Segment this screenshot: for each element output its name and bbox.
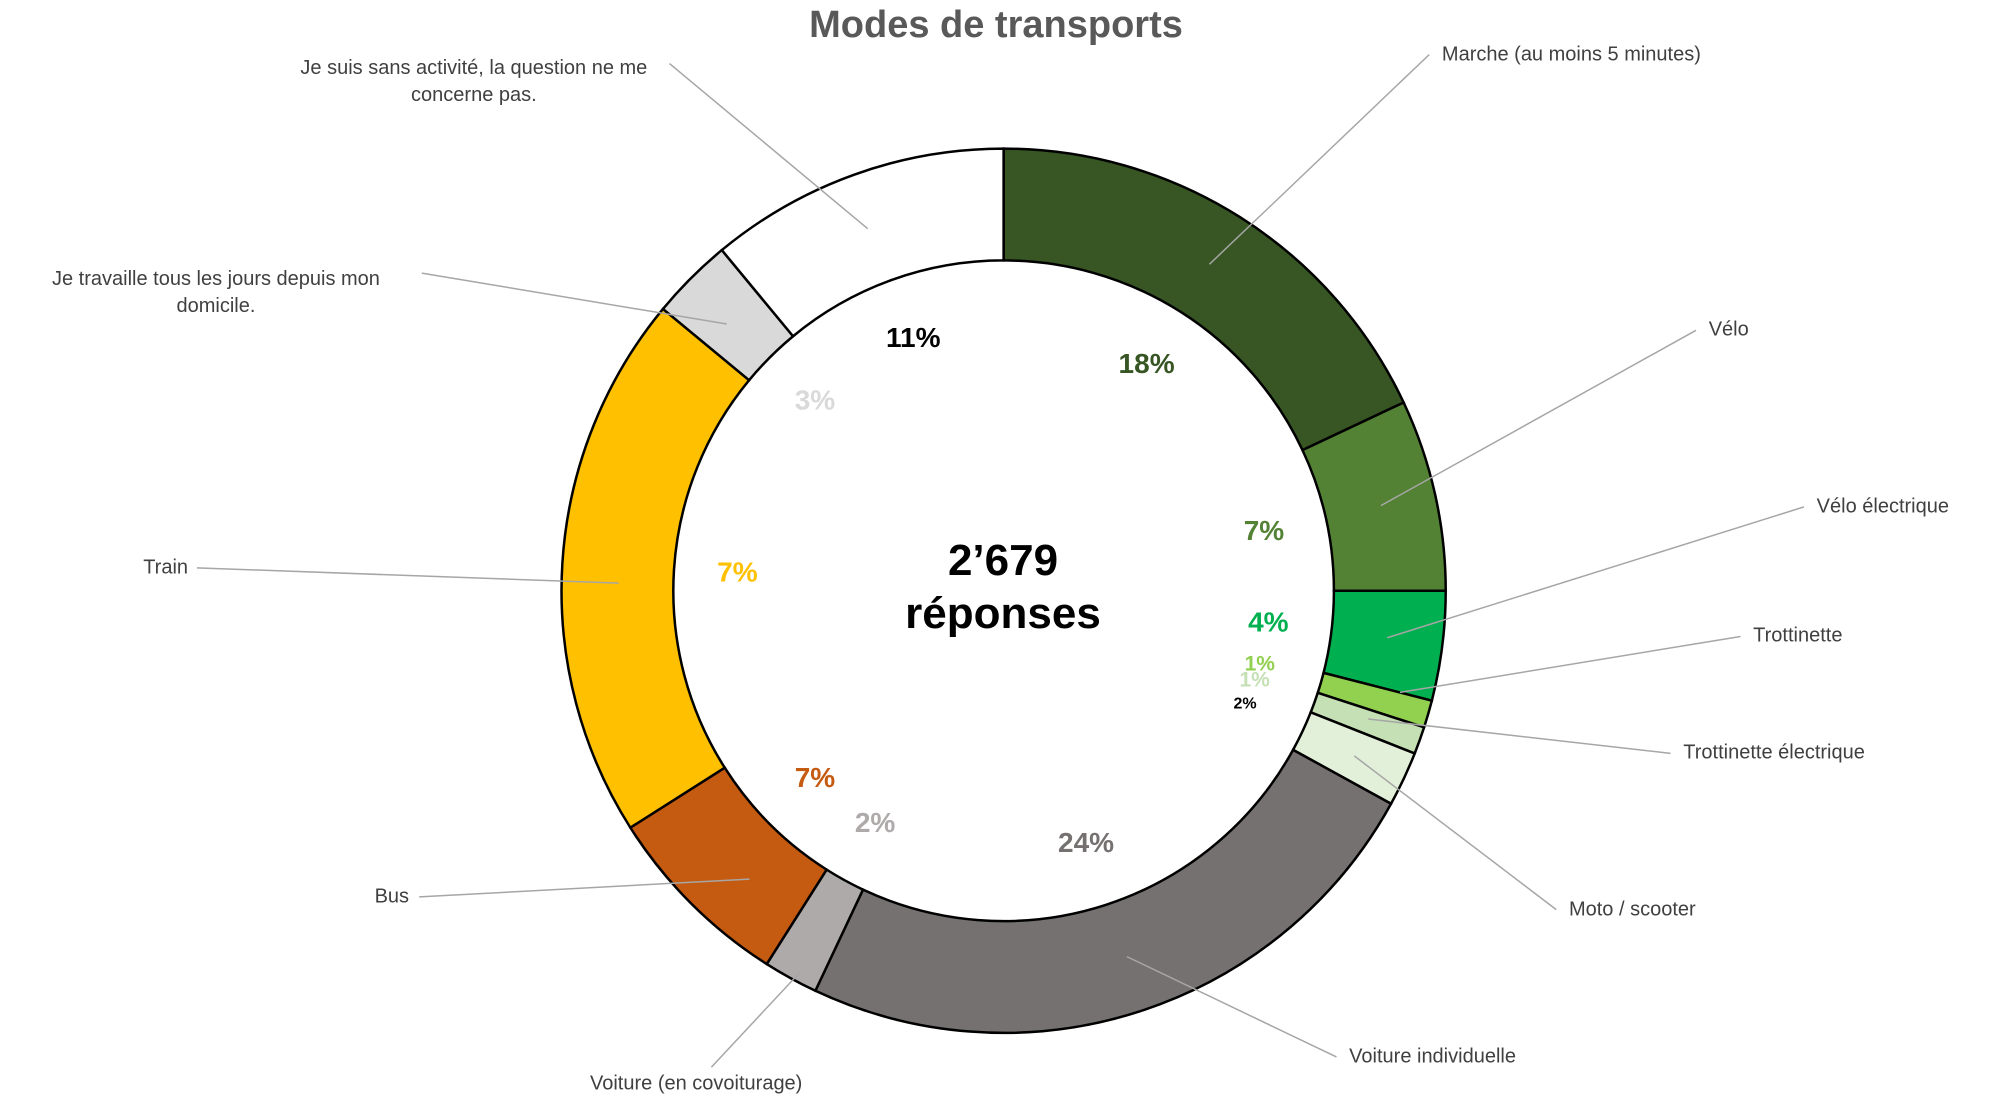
category-label: Voiture individuelle — [1349, 1045, 1516, 1068]
value-label: 11% — [886, 322, 941, 353]
leader-line — [196, 567, 619, 584]
value-label: 7% — [717, 556, 758, 587]
category-label: Trottinette — [1753, 624, 1843, 647]
leader-line — [669, 62, 869, 230]
value-label: 2% — [1233, 696, 1256, 713]
value-label: 18% — [1119, 348, 1175, 379]
leader-line — [1353, 755, 1557, 911]
donut-slice — [720, 147, 1005, 338]
donut-slice — [1002, 147, 1406, 452]
value-label: 1% — [1245, 653, 1276, 676]
value-label: 7% — [1244, 515, 1285, 546]
value-label: 24% — [1058, 827, 1114, 858]
category-label: Moto / scooter — [1568, 898, 1696, 921]
chart-title: Modes de transports — [809, 4, 1183, 46]
value-label: 7% — [795, 762, 836, 793]
category-label: Je travaille tous les jours depuis mon d… — [51, 268, 380, 318]
leader-line — [421, 272, 727, 325]
leader-line — [710, 971, 801, 1068]
category-label: Bus — [374, 885, 410, 908]
leader-line — [1387, 506, 1805, 639]
value-label: 2% — [855, 807, 896, 838]
leader-line — [419, 878, 750, 898]
leader-line — [1380, 329, 1697, 507]
value-label: 1% — [1239, 669, 1270, 692]
category-label: Marche (au moins 5 minutes) — [1441, 43, 1701, 66]
leader-line — [1208, 54, 1430, 265]
category-label: Vélo — [1708, 318, 1749, 341]
center-label: 2’679 réponses — [905, 536, 1101, 638]
leader-line — [1126, 955, 1337, 1058]
category-label: Je suis sans activité, la question ne me… — [300, 57, 648, 107]
category-label: Vélo électrique — [1816, 495, 1949, 518]
leader-line — [1399, 635, 1741, 694]
category-label: Train — [143, 556, 189, 579]
category-label: Voiture (en covoiturage) — [590, 1072, 803, 1095]
leader-line — [1368, 718, 1671, 755]
value-label: 3% — [795, 384, 836, 415]
category-label: Trottinette électrique — [1683, 741, 1865, 764]
donut-slice — [813, 748, 1393, 1035]
value-label: 4% — [1248, 607, 1289, 638]
